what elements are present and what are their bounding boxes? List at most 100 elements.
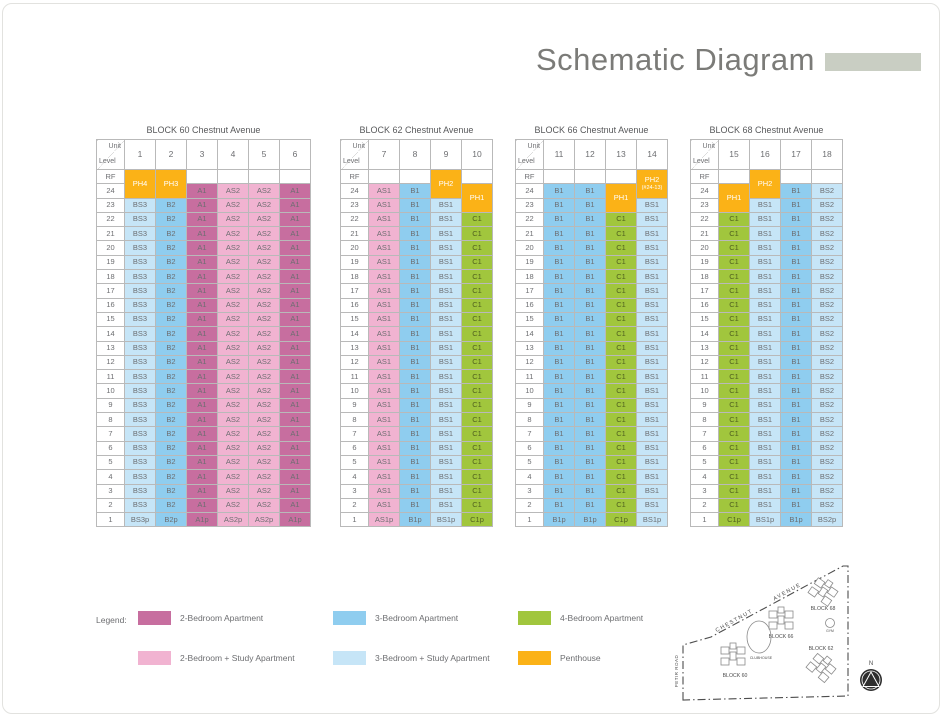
legend-item: 2-Bedroom Apartment xyxy=(138,610,333,625)
unit-cell: B1 xyxy=(780,297,812,313)
level-label: 2 xyxy=(96,497,125,514)
unit-cell: B1 xyxy=(780,469,812,485)
unit-cell: A1 xyxy=(186,283,218,299)
unit-cell xyxy=(368,168,400,185)
unit-cell: B2 xyxy=(155,412,187,428)
level-label: 19 xyxy=(96,254,125,271)
level-label: 9 xyxy=(96,397,125,414)
unit-cell: A1 xyxy=(279,354,311,371)
unit-cell: BS1 xyxy=(430,426,462,442)
level-label: 5 xyxy=(340,454,369,471)
unit-cell: B1 xyxy=(399,183,431,199)
level-label: RF xyxy=(690,168,719,185)
unit-cell: C1 xyxy=(605,440,637,456)
unit-cell xyxy=(399,168,431,185)
unit-cell: A1 xyxy=(186,183,218,199)
unit-cell: A1 xyxy=(186,497,218,514)
unit-cell: AS2 xyxy=(248,340,280,356)
unit-cell: C1 xyxy=(605,254,637,271)
unit-cell: B1 xyxy=(399,240,431,256)
unit-cell: B1 xyxy=(780,440,812,456)
unit-cell: PH3 xyxy=(155,169,187,199)
unit-cell xyxy=(543,168,575,185)
unit-cell: BS1 xyxy=(430,326,462,342)
unit-cell: AS2 xyxy=(217,454,249,471)
unit-cell: A1 xyxy=(279,226,311,242)
unit-cell: A1 xyxy=(279,183,311,199)
block-table: Unit Level 7 8 9 10 RF PH2 24 AS1 B1 PH1 23 AS1 B1 BS1 2… xyxy=(340,139,493,528)
unit-cell: A1 xyxy=(279,412,311,428)
level-label: 11 xyxy=(515,369,544,385)
unit-cell: BS2 xyxy=(811,297,843,313)
unit-cell: B1 xyxy=(574,440,606,456)
unit-cell: BS1 xyxy=(636,383,668,399)
level-label: 6 xyxy=(690,440,719,456)
block-68-footprint xyxy=(807,574,841,607)
level-label: 14 xyxy=(340,326,369,342)
level-label: 15 xyxy=(515,311,544,328)
unit-cell: BS1 xyxy=(430,226,462,242)
unit-cell: B1 xyxy=(543,440,575,456)
unit-cell: A1 xyxy=(186,440,218,456)
unit-cell: B1 xyxy=(399,412,431,428)
unit-number: 14 xyxy=(636,139,668,170)
unit-cell: AS2 xyxy=(217,297,249,313)
unit-cell: AS2 xyxy=(248,440,280,456)
unit-cell: AS1 xyxy=(368,397,400,414)
block-66-footprint xyxy=(768,606,794,630)
level-label: 4 xyxy=(690,469,719,485)
unit-cell: C1 xyxy=(461,369,493,385)
block-title: BLOCK 68 Chestnut Avenue xyxy=(709,125,824,135)
unit-cell: A1 xyxy=(279,283,311,299)
unit-cell: BS1 xyxy=(636,454,668,471)
unit-cell: B1 xyxy=(574,240,606,256)
unit-cell: B1 xyxy=(574,197,606,213)
unit-cell: BS2 xyxy=(811,211,843,228)
clubhouse-shape xyxy=(746,620,772,654)
level-label: 11 xyxy=(340,369,369,385)
unit-cell: B1 xyxy=(780,426,812,442)
level-label: 1 xyxy=(96,512,125,528)
unit-cell: BS1 xyxy=(749,497,781,514)
unit-cell: C1p xyxy=(605,512,637,528)
unit-cell: C1 xyxy=(461,283,493,299)
unit-cell: AS2 xyxy=(217,340,249,356)
level-label: 16 xyxy=(340,297,369,313)
block-62-footprint xyxy=(805,649,839,684)
legend-item-label: 4-Bedroom Apartment xyxy=(560,612,644,623)
unit-cell: BS1 xyxy=(430,397,462,414)
block-title: BLOCK 60 Chestnut Avenue xyxy=(146,125,261,135)
unit-cell: BS1 xyxy=(636,326,668,342)
unit-cell: AS1 xyxy=(368,426,400,442)
unit-cell: AS2 xyxy=(217,269,249,285)
unit-cell: B1 xyxy=(543,383,575,399)
unit-cell: C1 xyxy=(461,426,493,442)
level-label: 18 xyxy=(690,269,719,285)
unit-cell: C1 xyxy=(461,397,493,414)
unit-cell: B1 xyxy=(399,483,431,499)
unit-cell: AS2 xyxy=(217,469,249,485)
unit-cell: B1 xyxy=(543,311,575,328)
level-label: RF xyxy=(96,168,125,185)
unit-cell: A1 xyxy=(186,254,218,271)
unit-cell: A1 xyxy=(186,369,218,385)
unit-cell: PH2 xyxy=(749,169,781,199)
unit-cell: B2 xyxy=(155,240,187,256)
unit-cell: B1 xyxy=(399,397,431,414)
unit-cell: AS1 xyxy=(368,183,400,199)
unit-cell: C1 xyxy=(461,440,493,456)
unit-cell: BS1 xyxy=(636,440,668,456)
level-label: 17 xyxy=(690,283,719,299)
unit-cell: C1 xyxy=(605,354,637,371)
block-table-section: BLOCK 62 Chestnut Avenue Unit Level 7 8 9 10 RF… xyxy=(340,125,493,528)
unit-cell: BS1 xyxy=(430,383,462,399)
unit-cell: A1 xyxy=(279,240,311,256)
corner-unit-label: Unit xyxy=(108,143,121,150)
unit-cell xyxy=(461,168,493,185)
unit-cell: AS2 xyxy=(217,354,249,371)
level-label: 12 xyxy=(690,354,719,371)
block-62-label: BLOCK 62 xyxy=(809,646,834,652)
level-label: 8 xyxy=(340,412,369,428)
unit-cell: BS1 xyxy=(430,412,462,428)
unit-cell: A1 xyxy=(279,254,311,271)
